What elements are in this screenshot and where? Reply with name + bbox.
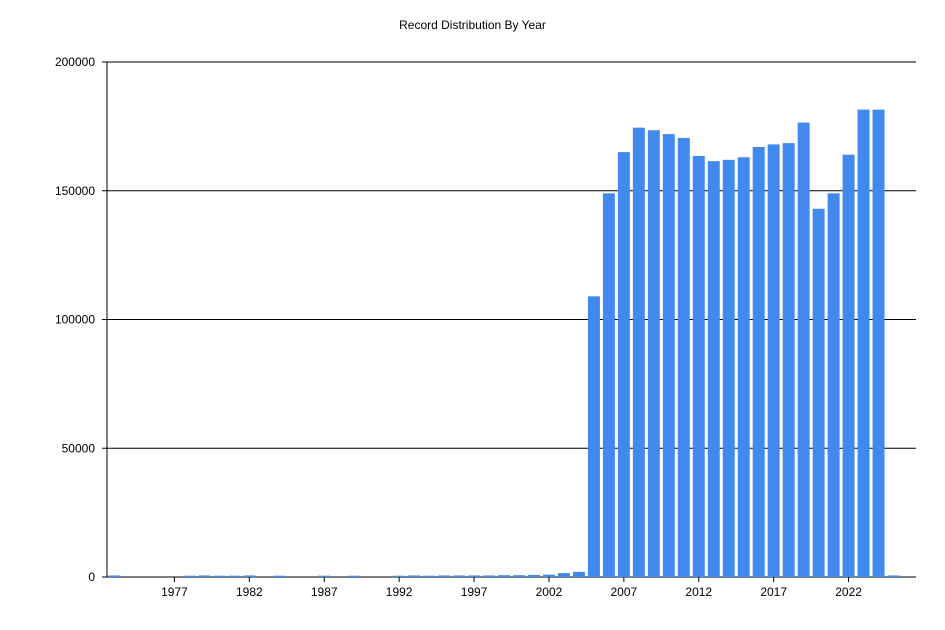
x-tick-label: 1977	[161, 585, 188, 599]
x-tick-label: 1997	[461, 585, 488, 599]
bar	[812, 208, 825, 577]
bar	[557, 573, 570, 577]
bar	[453, 575, 466, 577]
x-tick-label: 2022	[835, 585, 862, 599]
bar	[512, 575, 525, 577]
bar	[692, 155, 705, 578]
bar	[632, 127, 645, 577]
bar	[857, 109, 870, 577]
bar	[423, 575, 436, 577]
bar	[617, 152, 630, 577]
chart-title: Record Distribution By Year	[399, 18, 546, 32]
y-tick-label: 100000	[55, 313, 95, 327]
bar	[722, 159, 735, 577]
bar	[782, 143, 795, 578]
bar	[737, 157, 750, 577]
bar	[887, 575, 900, 577]
x-tick-label: 2017	[760, 585, 787, 599]
x-tick-label: 2002	[536, 585, 563, 599]
bar	[767, 144, 780, 577]
bar	[198, 575, 211, 577]
bar	[842, 154, 855, 577]
bar	[752, 146, 765, 577]
bar	[827, 193, 840, 577]
bar	[647, 130, 660, 578]
bar	[662, 134, 675, 577]
bar	[438, 575, 451, 577]
x-tick-label: 2012	[685, 585, 712, 599]
x-tick-label: 1987	[311, 585, 338, 599]
bar	[243, 575, 256, 577]
y-tick-label: 150000	[55, 184, 95, 198]
bar	[498, 575, 511, 577]
bar	[542, 574, 555, 577]
bar	[483, 575, 496, 577]
bar	[108, 575, 121, 577]
bar	[572, 571, 585, 577]
x-tick-label: 2007	[611, 585, 638, 599]
y-tick-label: 0	[88, 570, 95, 584]
x-tick-label: 1982	[236, 585, 263, 599]
bar	[228, 575, 241, 577]
bar	[393, 575, 406, 577]
bar	[273, 575, 286, 577]
bar	[707, 161, 720, 577]
bar	[348, 575, 361, 577]
bar	[527, 574, 540, 577]
y-tick-label: 50000	[62, 441, 96, 455]
y-tick-label: 200000	[55, 55, 95, 69]
bar	[183, 575, 196, 577]
x-tick-label: 1992	[386, 585, 413, 599]
bar	[587, 296, 600, 577]
bar	[468, 575, 481, 577]
bar	[872, 109, 885, 577]
bar	[677, 137, 690, 577]
bar	[318, 575, 331, 577]
bar	[602, 193, 615, 577]
bar	[213, 575, 226, 577]
bar	[797, 122, 810, 577]
bar	[408, 575, 421, 577]
